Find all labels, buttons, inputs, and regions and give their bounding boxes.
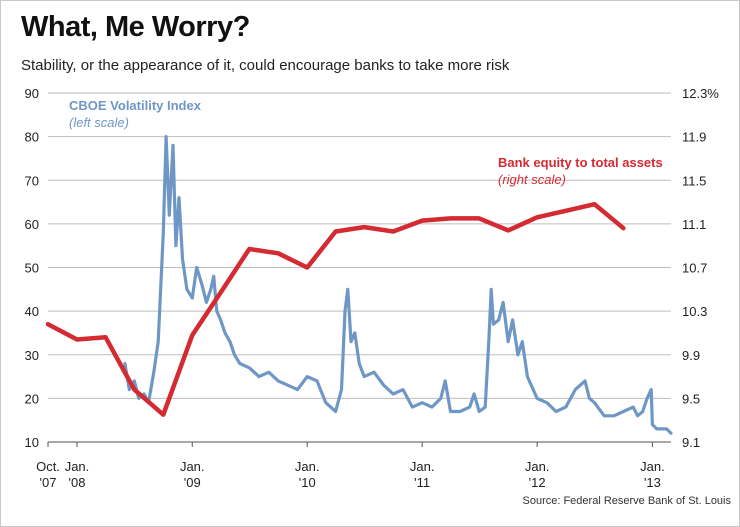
- left-tick-label: 60: [25, 217, 39, 232]
- equity-line: [45, 201, 626, 417]
- x-tick-label: Jan.: [180, 459, 205, 474]
- x-tick-label-year: '11: [414, 475, 430, 490]
- right-tick-label: 10.7: [682, 261, 707, 276]
- x-tick-label: Oct.: [36, 459, 60, 474]
- chart-subtitle: Stability, or the appearance of it, coul…: [21, 57, 510, 74]
- x-tick-label: Jan.: [640, 459, 665, 474]
- x-tick-label-year: '07: [40, 475, 57, 490]
- left-axis-ticks: 10 20 30 40 50 60 70 80 90: [25, 86, 39, 450]
- left-tick-label: 20: [25, 391, 39, 406]
- equity-series: [45, 201, 626, 417]
- source-note: Source: Federal Reserve Bank of St. Loui…: [523, 495, 732, 507]
- x-tick-label-year: '09: [184, 475, 201, 490]
- left-tick-label: 50: [25, 261, 39, 276]
- vix-legend-label: CBOE Volatility Index: [69, 98, 202, 113]
- right-tick-label: 11.5: [682, 173, 706, 188]
- left-tick-label: 30: [25, 348, 39, 363]
- right-tick-label: 9.9: [682, 348, 700, 363]
- vix-legend-sublabel: (left scale): [69, 115, 129, 130]
- gridlines: [48, 92, 671, 399]
- x-tick-label-year: '12: [529, 475, 546, 490]
- left-tick-label: 40: [25, 304, 39, 319]
- x-tick-label: Jan.: [65, 459, 90, 474]
- left-tick-label: 10: [25, 435, 39, 450]
- x-tick-label: Jan.: [410, 459, 435, 474]
- right-tick-label: 9.1: [682, 435, 700, 450]
- right-tick-label: 12.3%: [682, 86, 719, 101]
- vix-series: [123, 135, 673, 435]
- x-axis-ticks: Oct.'07Jan.'08Jan.'09Jan.'10Jan.'11Jan.'…: [36, 442, 665, 490]
- x-tick-label: Jan.: [525, 459, 550, 474]
- right-axis-ticks: 9.1 9.5 9.9 10.3 10.7 11.1 11.5 11.9 12.3%: [682, 86, 719, 450]
- x-tick-label-year: '08: [69, 475, 86, 490]
- x-tick-label-year: '10: [299, 475, 316, 490]
- x-tick-label-year: '13: [644, 475, 661, 490]
- right-tick-label: 10.3: [682, 304, 707, 319]
- left-tick-label: 70: [25, 173, 39, 188]
- left-tick-label: 80: [25, 130, 39, 145]
- right-tick-label: 11.1: [682, 217, 706, 232]
- left-tick-label: 90: [25, 86, 39, 101]
- equity-legend-sublabel: (right scale): [498, 172, 566, 187]
- right-tick-label: 11.9: [682, 130, 706, 145]
- vix-line: [123, 135, 673, 435]
- right-tick-label: 9.5: [682, 391, 700, 406]
- equity-legend-label: Bank equity to total assets: [498, 155, 663, 170]
- x-tick-label: Jan.: [295, 459, 320, 474]
- chart-title: What, Me Worry?: [21, 11, 250, 43]
